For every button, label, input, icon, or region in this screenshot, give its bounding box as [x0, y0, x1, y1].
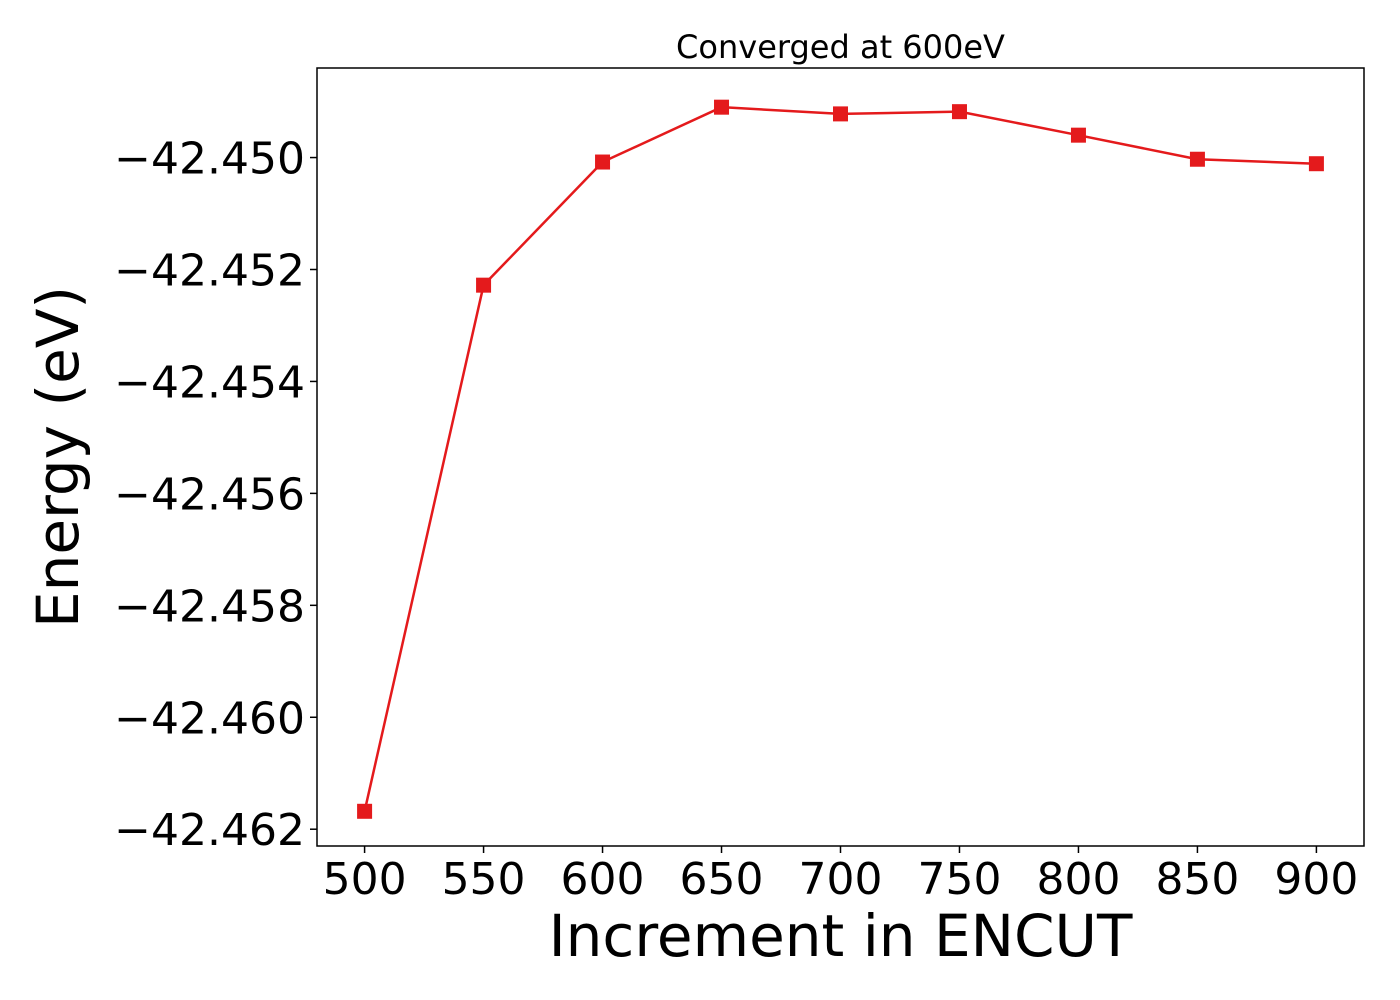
x-tick-label: 600 — [561, 854, 645, 905]
plot-frame — [316, 67, 1365, 847]
plot-area: 500 550 600 650 700 750 800 850 900 −42.462 −42.46… — [114, 67, 1365, 905]
y-axis-title: Energy (eV) — [24, 286, 92, 628]
data-point-marker — [951, 104, 967, 120]
x-tick-label: 500 — [323, 854, 407, 905]
data-point-marker — [476, 277, 492, 293]
y-tick-label: −42.454 — [114, 357, 305, 408]
chart-title: Converged at 600eV — [676, 28, 1005, 66]
x-tick-label: 900 — [1274, 854, 1358, 905]
y-tick-label: −42.450 — [114, 134, 305, 185]
x-tick-label: 550 — [442, 854, 526, 905]
x-tick-label: 800 — [1036, 854, 1120, 905]
x-axis-title: Increment in ENCUT — [549, 902, 1133, 970]
data-point-marker — [833, 106, 848, 122]
x-tick-label: 700 — [799, 854, 883, 905]
data-point-marker — [1189, 151, 1205, 167]
y-tick-label: −42.458 — [114, 581, 305, 632]
series-line — [363, 105, 1317, 812]
data-point-marker — [357, 803, 373, 819]
data-point-marker — [1070, 127, 1086, 143]
x-tick-label: 850 — [1155, 854, 1239, 905]
y-tick-label: −42.462 — [114, 805, 305, 856]
y-tick-label: −42.452 — [114, 245, 305, 296]
data-point-marker — [714, 99, 730, 115]
x-tick-label: 750 — [917, 854, 1001, 905]
data-point-marker — [1308, 156, 1324, 172]
y-tick-label: −42.460 — [114, 693, 305, 744]
data-point-marker — [595, 154, 611, 170]
y-tick-label: −42.456 — [114, 469, 305, 520]
x-tick-label: 650 — [680, 854, 764, 905]
